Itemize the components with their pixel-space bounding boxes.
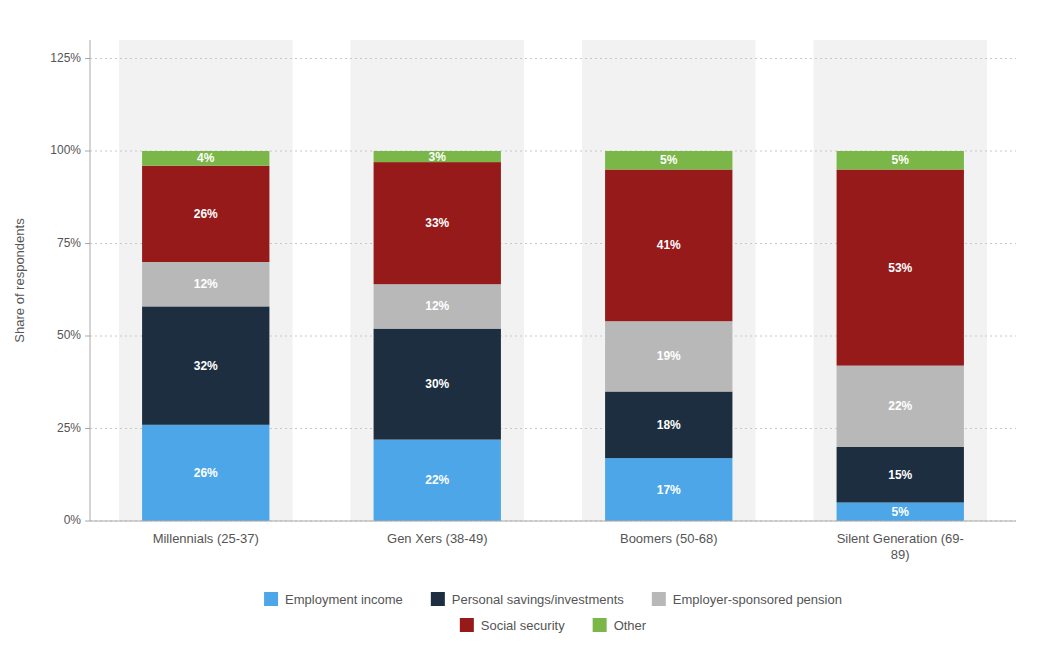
bar-segment — [837, 170, 964, 366]
x-tick-label-line: Boomers (50-68) — [620, 531, 718, 546]
data-label: 4% — [197, 151, 215, 165]
bar-segment — [605, 392, 732, 459]
x-tick-label: Millennials (25-37) — [153, 531, 259, 546]
data-label: 26% — [194, 207, 218, 221]
y-tick-label: 25% — [57, 421, 81, 435]
grid-line — [90, 58, 1016, 59]
x-tick-label-line: Silent Generation (69- — [837, 531, 964, 546]
legend-swatch — [431, 592, 445, 606]
y-tick-label: 75% — [57, 236, 81, 250]
legend-label: Employment income — [285, 592, 403, 607]
y-tick — [85, 336, 90, 337]
series — [142, 162, 964, 366]
data-label: 12% — [425, 299, 449, 313]
data-label: 22% — [888, 399, 912, 413]
legend-item: Personal savings/investments — [431, 592, 624, 607]
bar-segment — [374, 162, 501, 284]
x-axis-line — [90, 521, 1016, 522]
y-tick-label: 50% — [57, 328, 81, 342]
legend: Employment income Personal savings/invest… — [264, 592, 842, 633]
bar-segment — [374, 329, 501, 440]
series — [142, 151, 964, 170]
legend-label: Other — [614, 618, 647, 633]
y-tick — [85, 151, 90, 152]
x-tick-label-line: Millennials (25-37) — [153, 531, 259, 546]
bar-segment — [605, 321, 732, 391]
bar-segment — [142, 306, 269, 424]
chart: 0% 25% 50% 75% 100% 125% 26% 22% 17% 5% 32% 30% 18% 1… — [0, 0, 1046, 671]
bar-segment — [605, 170, 732, 322]
x-ticks: Millennials (25-37) Gen Xers (38-49) Boome… — [153, 531, 964, 562]
x-tick-label-line: Gen Xers (38-49) — [387, 531, 487, 546]
legend-swatch — [652, 592, 666, 606]
data-label: 17% — [657, 483, 681, 497]
y-ticks: 0% 25% 50% 75% 100% 125% — [50, 51, 90, 528]
data-label: 33% — [425, 216, 449, 230]
y-tick-label: 100% — [50, 143, 81, 157]
y-axis-line — [90, 40, 91, 521]
data-labels: 26% 22% 17% 5% 32% 30% 18% 15% 12% 12% 19% 22% 26% 33… — [194, 150, 913, 519]
legend-label: Employer-sponsored pension — [673, 592, 842, 607]
column-background — [813, 40, 987, 521]
data-label: 19% — [657, 349, 681, 363]
page: {"chart_data": { "type": "bar", "stacked… — [0, 0, 1046, 671]
legend-item: Social security — [460, 618, 565, 633]
data-label: 5% — [660, 153, 678, 167]
y-axis-label: Share of respondents — [12, 218, 27, 343]
y-tick — [85, 428, 90, 429]
legend-item: Employer-sponsored pension — [652, 592, 842, 607]
bar-segment — [837, 151, 964, 170]
legend-label: Social security — [481, 618, 565, 633]
bar-segment — [142, 151, 269, 166]
legend-swatch — [264, 592, 278, 606]
data-label: 32% — [194, 359, 218, 373]
data-label: 5% — [892, 505, 910, 519]
y-tick — [85, 521, 90, 522]
legend-swatch — [593, 618, 607, 632]
bar-segment — [374, 440, 501, 521]
data-label: 30% — [425, 377, 449, 391]
column-background — [119, 40, 293, 521]
data-label: 3% — [429, 150, 447, 164]
data-label: 18% — [657, 418, 681, 432]
grid — [90, 59, 1016, 522]
bar-segment — [374, 284, 501, 328]
bar-segment — [605, 151, 732, 170]
column-backgrounds — [119, 40, 987, 521]
bar-segment — [837, 447, 964, 503]
grid-line — [90, 521, 1016, 522]
y-tick — [85, 243, 90, 244]
bar-segment — [142, 425, 269, 521]
bar-segment — [142, 262, 269, 306]
column-background — [582, 40, 756, 521]
data-label: 5% — [892, 153, 910, 167]
bar-segment — [605, 458, 732, 521]
x-tick-label: Silent Generation (69-89) — [837, 531, 964, 562]
bar-segment — [142, 166, 269, 262]
bars — [142, 151, 964, 521]
data-label: 15% — [888, 468, 912, 482]
data-label: 12% — [194, 277, 218, 291]
y-tick — [85, 58, 90, 59]
column-background — [350, 40, 524, 521]
data-label: 26% — [194, 466, 218, 480]
legend-item: Employment income — [264, 592, 403, 607]
legend-item: Other — [593, 618, 647, 633]
legend-swatch — [460, 618, 474, 632]
data-label: 53% — [888, 261, 912, 275]
y-tick-label: 0% — [64, 513, 82, 527]
y-tick-label: 125% — [50, 51, 81, 65]
bar-segment — [837, 366, 964, 447]
bar-segment — [837, 503, 964, 522]
x-tick-label: Boomers (50-68) — [620, 531, 718, 546]
x-tick-label-line: 89) — [891, 547, 910, 562]
x-tick-label: Gen Xers (38-49) — [387, 531, 487, 546]
data-label: 22% — [425, 473, 449, 487]
data-label: 41% — [657, 238, 681, 252]
legend-label: Personal savings/investments — [452, 592, 624, 607]
